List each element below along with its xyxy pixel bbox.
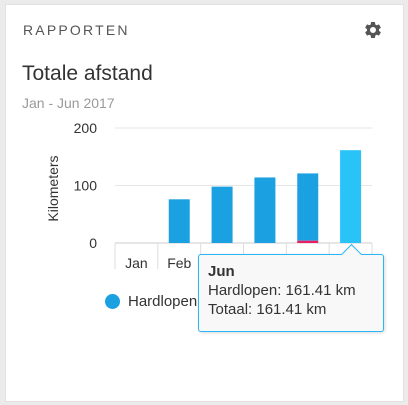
legend-dot [105,294,120,309]
bar-hardlopen [254,177,276,243]
chart-tooltip: Jun Hardlopen: 161.41 km Totaal: 161.41 … [198,243,384,332]
legend-item-hardlopen[interactable]: Hardlopen [105,293,197,310]
tooltip-series-value: Hardlopen: 161.41 km [208,282,356,299]
y-tick-label: 100 [74,178,98,194]
bar-hardlopen [297,173,319,241]
y-axis-label: Kilometers [45,155,61,221]
bar-hardlopen [340,150,362,243]
y-tick-label: 0 [89,235,97,251]
x-tick-label: Feb [167,255,191,271]
report-card [5,4,404,402]
tooltip-title: Jun [208,263,235,280]
bar-hardlopen [211,186,233,243]
section-header: RAPPORTEN [23,22,130,38]
legend-label: Hardlopen [128,293,198,310]
x-tick-label: Jan [125,255,148,271]
gear-icon[interactable] [363,20,383,40]
tooltip-total-value: Totaal: 161.41 km [208,301,327,318]
bar-hardlopen [168,199,190,243]
bar-secondary [297,240,319,243]
date-range: Jan - Jun 2017 [22,95,115,111]
chart-title: Totale afstand [22,62,153,85]
y-tick-label: 200 [74,120,98,136]
